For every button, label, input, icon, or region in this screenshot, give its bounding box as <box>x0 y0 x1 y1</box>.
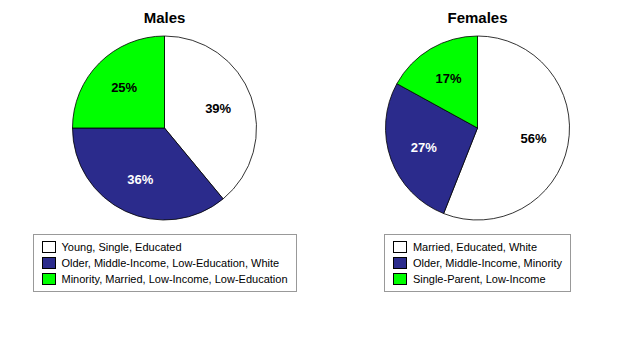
svg-text:36%: 36% <box>127 172 153 187</box>
html-text:Married, Educated, White: Married, Educated, White <box>412 241 537 253</box>
html-text:Minority, Married, Low-Income,: Minority, Married, Low-Income, Low-Educa… <box>61 273 288 285</box>
html-text:Older, Middle-Income, Low-Educ: Older, Middle-Income, Low-Education, Whi… <box>61 257 280 269</box>
html-text:Older, Middle-Income, Minority: Older, Middle-Income, Minority <box>412 257 563 269</box>
svg-text:56%: 56% <box>521 131 547 146</box>
html-text:Single-Parent, Low-Income: Single-Parent, Low-Income <box>412 273 546 285</box>
html-text:Young, Single, Educated: Young, Single, Educated <box>61 241 182 253</box>
html-text:Males: Males <box>143 9 186 26</box>
svg-text:27%: 27% <box>411 140 437 155</box>
svg-text:17%: 17% <box>435 71 461 86</box>
svg-text:25%: 25% <box>111 80 137 95</box>
html-text:Females: Females <box>447 9 508 26</box>
svg-text:39%: 39% <box>205 101 231 116</box>
